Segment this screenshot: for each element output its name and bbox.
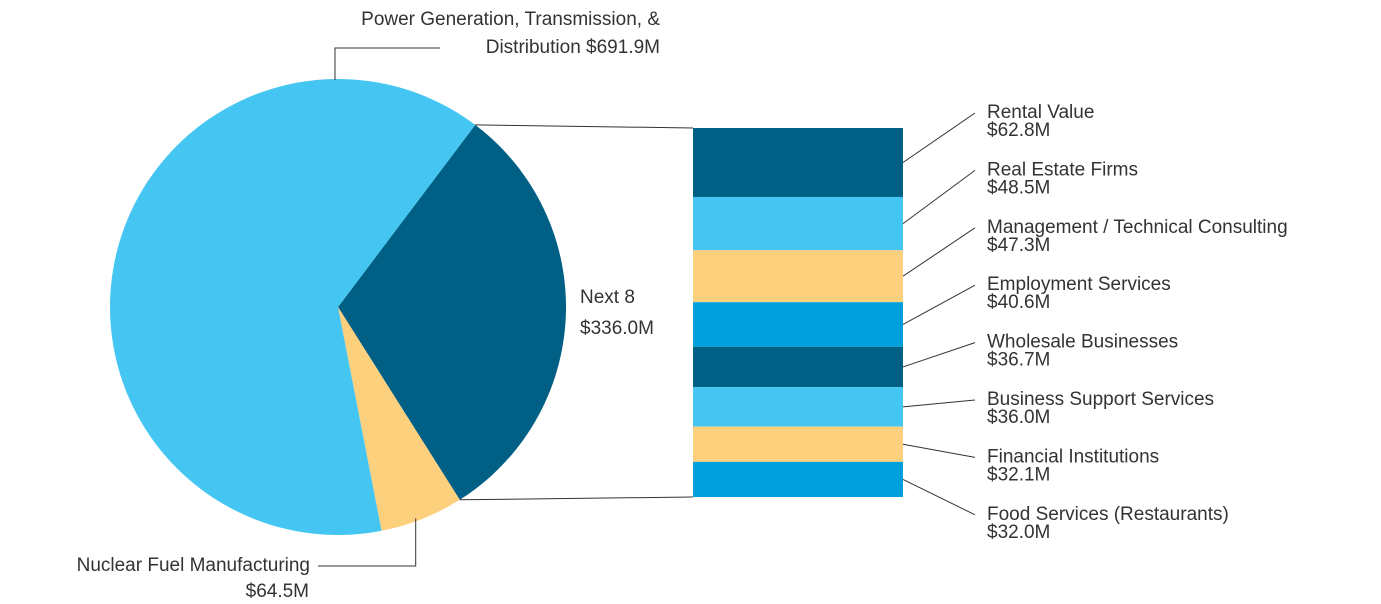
bar-segment bbox=[693, 461, 903, 497]
category-label: Nuclear Fuel Manufacturing bbox=[77, 555, 310, 576]
pie-slice bbox=[110, 78, 476, 535]
leader-line bbox=[902, 227, 976, 277]
bar-segment bbox=[693, 426, 903, 462]
category-label: Next 8 bbox=[580, 287, 635, 308]
connector-line bbox=[475, 124, 694, 129]
leader-line bbox=[334, 47, 440, 80]
category-label: Food Services (Restaurants) bbox=[987, 504, 1229, 525]
leader-line bbox=[318, 518, 417, 567]
value-label: $47.3M bbox=[987, 235, 1050, 256]
leader-line bbox=[902, 342, 976, 368]
bar-segment bbox=[693, 346, 903, 388]
connector-line bbox=[459, 496, 694, 501]
value-label: $336.0M bbox=[580, 318, 654, 339]
pie-slice bbox=[338, 307, 460, 531]
leader-line bbox=[902, 112, 976, 163]
leader-line bbox=[902, 169, 976, 225]
bar-segment bbox=[693, 250, 903, 303]
category-label: Management / Technical Consulting bbox=[987, 217, 1288, 238]
value-label: $36.0M bbox=[987, 407, 1050, 428]
value-label: $40.6M bbox=[987, 292, 1050, 313]
category-label: Wholesale Businesses bbox=[987, 332, 1178, 353]
value-label: $48.5M bbox=[987, 177, 1050, 198]
leader-line bbox=[902, 399, 976, 408]
value-label: $36.7M bbox=[987, 350, 1050, 371]
bar-segment bbox=[693, 128, 903, 197]
category-label: Financial Institutions bbox=[987, 446, 1159, 467]
category-label: Power Generation, Transmission, & Distri… bbox=[361, 9, 660, 58]
pie-slice bbox=[338, 124, 566, 500]
bar-segment bbox=[693, 387, 903, 427]
pie-label: Power Generation, Transmission, & Distri… bbox=[334, 6, 660, 62]
bar-segment bbox=[693, 196, 903, 251]
value-label: $62.8M bbox=[987, 120, 1050, 141]
bar-segment bbox=[693, 302, 903, 347]
leader-line bbox=[902, 478, 976, 516]
leader-line bbox=[902, 443, 976, 458]
category-label: Real Estate Firms bbox=[987, 159, 1138, 180]
value-label: $691.9M bbox=[586, 37, 660, 58]
value-label: $32.0M bbox=[987, 522, 1050, 543]
value-label: $32.1M bbox=[987, 464, 1050, 485]
leader-line bbox=[902, 284, 976, 325]
category-label: Business Support Services bbox=[987, 389, 1214, 410]
value-label: $64.5M bbox=[246, 581, 309, 602]
category-label: Rental Value bbox=[987, 102, 1094, 123]
category-label: Employment Services bbox=[987, 274, 1171, 295]
